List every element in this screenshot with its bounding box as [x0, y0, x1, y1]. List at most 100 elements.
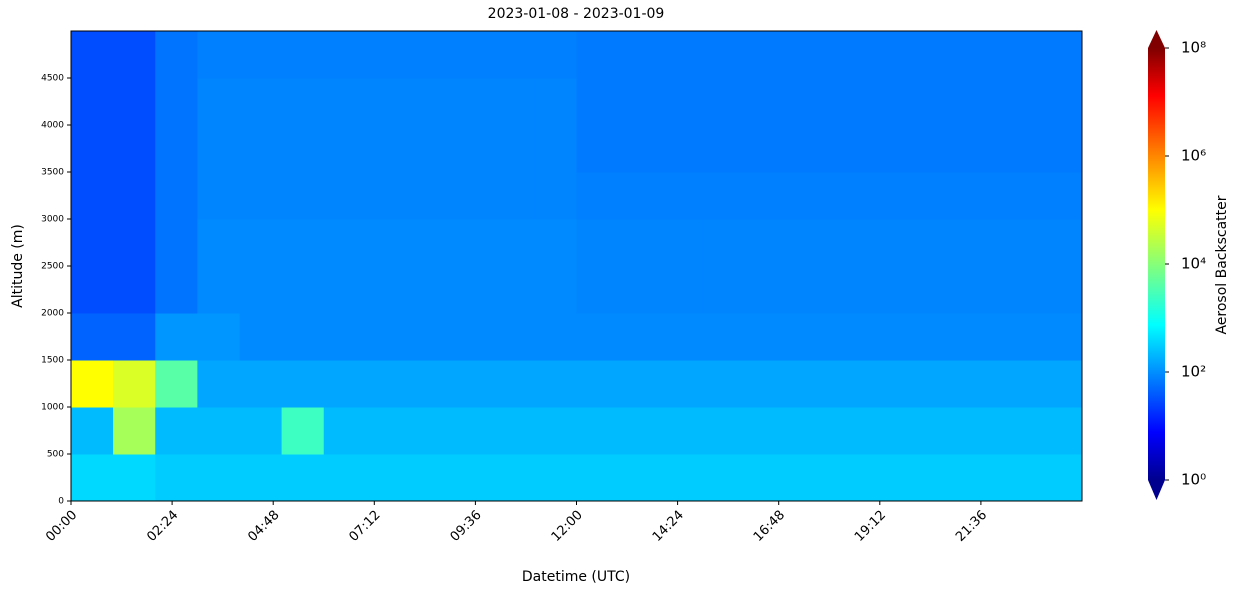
- heatmap-cell: [660, 454, 704, 502]
- y-tick-label: 500: [47, 450, 64, 460]
- heatmap-cell: [113, 454, 156, 502]
- y-tick-label: 4500: [41, 74, 64, 84]
- y-tick-label: 4000: [41, 121, 64, 131]
- heatmap-cell: [365, 219, 409, 267]
- heatmap-cell: [408, 125, 451, 173]
- heatmap-cell: [71, 219, 114, 267]
- heatmap-cell: [239, 454, 283, 502]
- heatmap-cell: [534, 360, 577, 408]
- x-tick-label: 16:48: [751, 508, 788, 545]
- heatmap-cell: [408, 31, 451, 79]
- heatmap-cell: [113, 360, 156, 408]
- heatmap-cell: [197, 125, 240, 173]
- heatmap-cell: [745, 172, 788, 220]
- heatmap-cell: [197, 407, 240, 455]
- heatmap-cell: [787, 31, 830, 79]
- heatmap-cell: [450, 172, 493, 220]
- heatmap-cell: [745, 266, 788, 314]
- heatmap-cell: [829, 78, 872, 126]
- heatmap-cell: [829, 219, 872, 267]
- heatmap-cell: [323, 125, 367, 173]
- heatmap-cell: [197, 172, 240, 220]
- y-axis-label: Altitude (m): [10, 224, 26, 308]
- heatmap-cell: [702, 407, 746, 455]
- y-tick-label: 3500: [41, 168, 64, 178]
- heatmap-cell: [534, 454, 577, 502]
- heatmap-cell: [492, 219, 535, 267]
- heatmap-cell: [787, 172, 830, 220]
- heatmap-cell: [492, 313, 535, 361]
- heatmap-cell: [281, 454, 325, 502]
- heatmap-cell: [618, 454, 662, 502]
- heatmap-cell: [450, 407, 493, 455]
- heatmap-cell: [408, 313, 451, 361]
- heatmap-cell: [702, 78, 746, 126]
- heatmap-cell: [955, 407, 999, 455]
- colorbar-extend-bottom: [1148, 480, 1165, 500]
- heatmap-cell: [1039, 219, 1083, 267]
- heatmap-cell: [113, 266, 156, 314]
- heatmap-cell: [71, 360, 114, 408]
- heatmap-cell: [576, 172, 620, 220]
- heatmap-cell: [408, 360, 451, 408]
- heatmap-cell: [913, 360, 957, 408]
- heatmap-cell: [323, 172, 367, 220]
- heatmap-cell: [745, 219, 788, 267]
- heatmap-cell: [534, 313, 577, 361]
- heatmap-cell: [239, 125, 283, 173]
- heatmap-cell: [618, 313, 662, 361]
- heatmap-cell: [155, 172, 198, 220]
- heatmap-cell: [787, 407, 830, 455]
- heatmap-cell: [618, 78, 662, 126]
- heatmap-cell: [618, 125, 662, 173]
- heatmap-cell: [239, 360, 283, 408]
- heatmap-cell: [997, 266, 1041, 314]
- heatmap-cell: [787, 360, 830, 408]
- heatmap-cell: [492, 172, 535, 220]
- heatmap-cell: [871, 454, 914, 502]
- x-tick-label: 04:48: [245, 508, 282, 545]
- heatmap-cell: [1039, 266, 1083, 314]
- heatmap-cell: [913, 266, 957, 314]
- heatmap-cell: [618, 172, 662, 220]
- colorbar-label: Aerosol Backscatter: [1214, 195, 1230, 334]
- x-tick-label: 09:36: [448, 508, 485, 545]
- heatmap-cell: [1039, 360, 1083, 408]
- heatmap-cell: [955, 172, 999, 220]
- heatmap-cell: [450, 454, 493, 502]
- heatmap-cell: [239, 266, 283, 314]
- heatmap-cell: [618, 360, 662, 408]
- heatmap-cell: [71, 125, 114, 173]
- heatmap-cell: [829, 360, 872, 408]
- heatmap-cell: [281, 125, 325, 173]
- heatmap-cell: [829, 454, 872, 502]
- x-tick-label: 07:12: [347, 508, 384, 545]
- heatmap-cell: [155, 31, 198, 79]
- heatmap-cell: [365, 454, 409, 502]
- heatmap-cell: [660, 407, 704, 455]
- heatmap-cell: [155, 454, 198, 502]
- heatmap-cell: [955, 78, 999, 126]
- heatmap-cell: [534, 78, 577, 126]
- heatmap-cell: [197, 31, 240, 79]
- heatmap-cell: [1039, 78, 1083, 126]
- heatmap-cell: [576, 454, 620, 502]
- heatmap-cell: [702, 125, 746, 173]
- heatmap-cell: [197, 454, 240, 502]
- heatmap-cell: [365, 78, 409, 126]
- heatmap-cell: [1039, 454, 1083, 502]
- heatmap-cell: [618, 31, 662, 79]
- heatmap-cell: [155, 78, 198, 126]
- heatmap-cell: [618, 219, 662, 267]
- heatmap-cell: [281, 313, 325, 361]
- heatmap-cell: [997, 125, 1041, 173]
- heatmap-cell: [155, 266, 198, 314]
- heatmap-cell: [871, 172, 914, 220]
- heatmap-cell: [997, 219, 1041, 267]
- heatmap-cell: [745, 360, 788, 408]
- heatmap-cell: [660, 266, 704, 314]
- x-tick-label: 02:24: [144, 508, 181, 545]
- heatmap-cell: [576, 125, 620, 173]
- heatmap-cell: [997, 454, 1041, 502]
- heatmap-cell: [660, 31, 704, 79]
